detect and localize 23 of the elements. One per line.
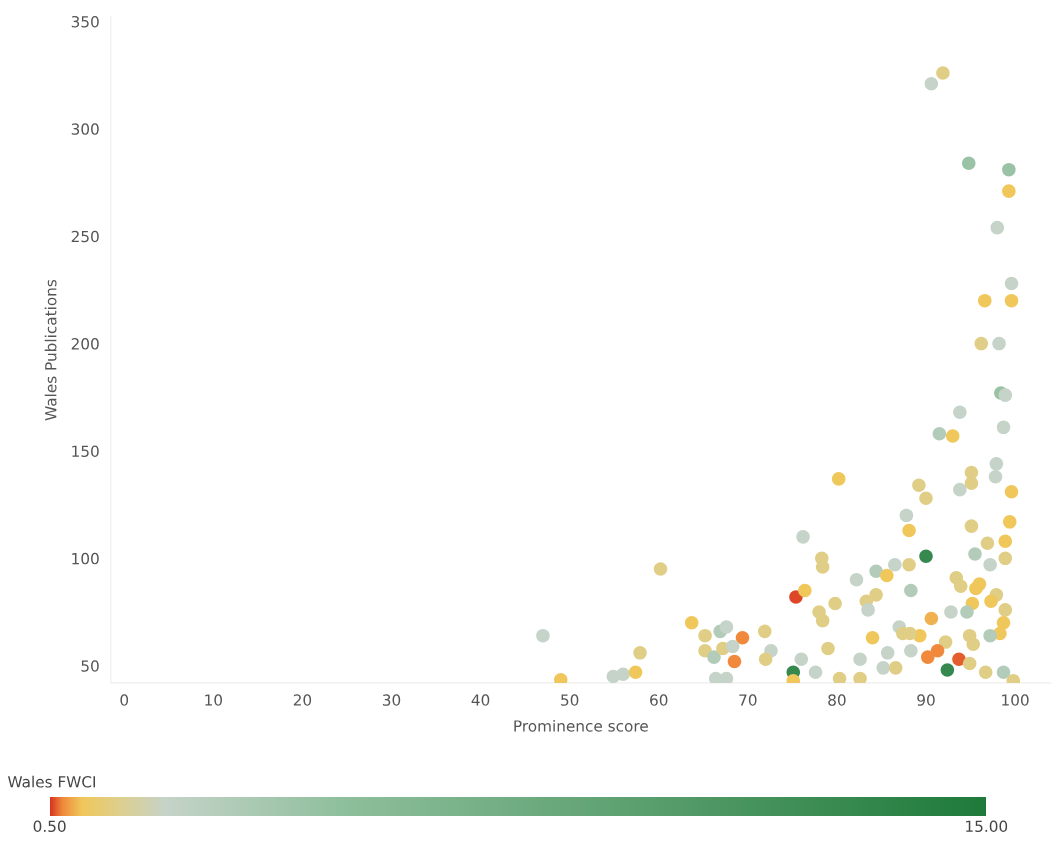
x-tick-label: 50 xyxy=(561,694,579,706)
x-tick-label: 60 xyxy=(650,694,668,706)
x-tick-label: 10 xyxy=(205,694,223,706)
x-axis-title: Prominence score xyxy=(514,719,648,732)
y-tick-label: 50 xyxy=(81,660,99,672)
y-tick-label: 250 xyxy=(71,230,99,243)
y-tick-label: 100 xyxy=(72,552,99,565)
y-tick-label: 200 xyxy=(71,338,99,350)
color-bar-label: 0.50 xyxy=(33,820,66,833)
y-axis-title: Wales Publications xyxy=(44,279,57,421)
x-tick-label: 30 xyxy=(382,694,401,706)
x-tick-label: 100 xyxy=(1002,694,1029,706)
y-tick-label: 350 xyxy=(71,15,99,28)
x-tick-label: 0 xyxy=(120,694,129,706)
x-tick-label: 20 xyxy=(293,694,312,706)
x-tick-label: 40 xyxy=(471,694,490,706)
y-tick-label: 300 xyxy=(71,123,99,135)
y-tick-label: 150 xyxy=(72,445,99,457)
x-tick-label: 80 xyxy=(828,694,846,706)
x-tick-label: 90 xyxy=(917,694,935,706)
color-bar-label: 15.00 xyxy=(966,820,1008,833)
x-tick-label: 70 xyxy=(739,694,757,706)
color-bar-title: Wales FWCI xyxy=(7,775,95,788)
